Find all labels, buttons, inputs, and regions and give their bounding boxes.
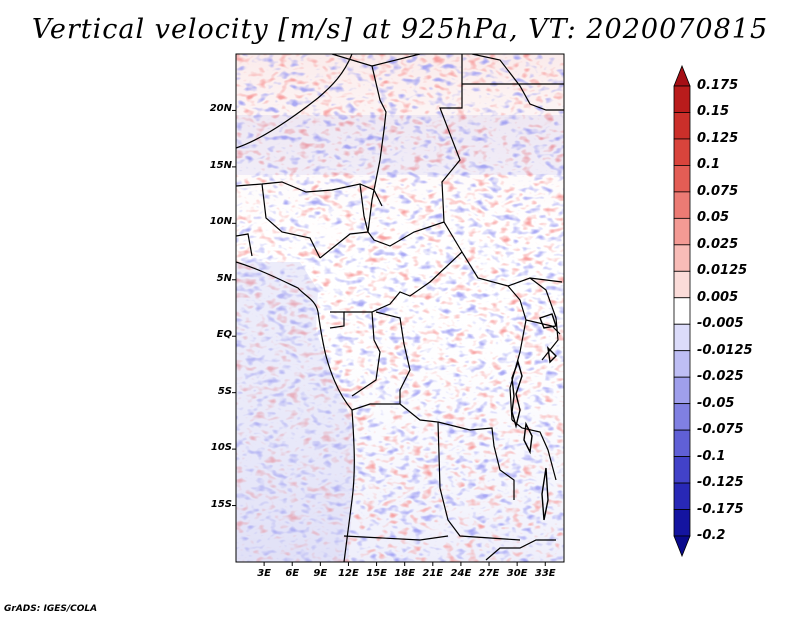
colorbar-label: -0.125 [697, 475, 744, 491]
colorbar-box [673, 323, 691, 352]
lon-label: 27E [478, 568, 500, 579]
lon-label: 24E [450, 568, 472, 579]
lon-label: 33E [534, 568, 556, 579]
colorbar-min-arrow [673, 535, 691, 558]
map-frame [235, 53, 565, 563]
colorbar-label: -0.005 [697, 316, 744, 332]
country-boundaries [236, 54, 564, 562]
colorbar-label: 0.005 [697, 289, 739, 305]
colorbar-label: -0.0125 [697, 342, 753, 358]
lat-label: 15N [209, 159, 232, 171]
lat-label: 20N [209, 103, 232, 115]
colorbar-box [673, 456, 691, 484]
lon-label: 6E [285, 568, 300, 579]
colorbar-label: 0.075 [697, 183, 739, 199]
lat-label: 10S [210, 442, 232, 454]
colorbar-label: -0.025 [697, 369, 744, 385]
colorbar-label: 0.0125 [697, 263, 748, 279]
colorbar-box [673, 297, 691, 325]
colorbar-max-arrow [673, 64, 691, 87]
lakes [511, 313, 557, 521]
colorbar-box [673, 244, 691, 272]
lat-label: 10N [209, 216, 232, 228]
lon-label: 12E [338, 568, 359, 579]
colorbar-box [673, 191, 691, 219]
colorbar-label: -0.175 [697, 501, 744, 517]
colorbar-box [673, 429, 691, 457]
lon-label: 9E [313, 568, 328, 579]
colorbar-label: 0.05 [697, 210, 730, 226]
colorbar-box [673, 376, 691, 405]
axis-ticks [232, 109, 546, 566]
colorbar-label: -0.05 [697, 395, 735, 411]
colorbar-label: 0.175 [697, 78, 739, 93]
lat-label: EQ [216, 329, 232, 341]
colorbar-label: 0.15 [697, 104, 730, 120]
colorbar-box [673, 482, 691, 510]
colorbar-label: -0.2 [697, 528, 726, 543]
lon-label: 21E [422, 568, 444, 579]
lon-label: 30E [506, 568, 528, 579]
colorbar-box [673, 403, 691, 431]
colorbar-box [673, 138, 691, 166]
colorbar-label: -0.1 [697, 448, 726, 464]
colorbar-label: -0.075 [697, 422, 744, 438]
colorbar-box [673, 217, 691, 246]
lon-label: 18E [394, 568, 416, 579]
colorbar-box [673, 270, 691, 299]
lon-label: 15E [366, 568, 387, 579]
colorbar-box [673, 112, 691, 140]
vertical-velocity-field [236, 54, 564, 562]
lat-label: 5N [216, 272, 232, 284]
grads-credit: GrADS: IGES/COLA [4, 604, 98, 614]
colorbar-label: 0.025 [697, 236, 739, 252]
lon-label: 3E [257, 568, 271, 579]
colorbar-label: 0.1 [697, 157, 721, 173]
colorbar-box [673, 350, 691, 378]
colorbar-label: 0.125 [697, 130, 739, 146]
colorbar-box [673, 509, 691, 537]
colorbar-box [673, 85, 691, 113]
lat-label: 5S [217, 385, 232, 397]
map-title: Vertical velocity [m/s] at 925hPa, VT: 2… [31, 14, 769, 45]
colorbar-box [673, 165, 691, 193]
lat-label: 15S [210, 498, 232, 510]
